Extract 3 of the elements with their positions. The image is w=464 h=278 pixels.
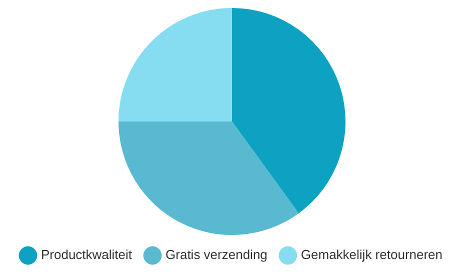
legend-label: Gemakkelijk retourneren xyxy=(300,247,443,262)
legend-label: Productkwaliteit xyxy=(40,247,132,262)
legend-label: Gratis verzending xyxy=(166,247,268,262)
